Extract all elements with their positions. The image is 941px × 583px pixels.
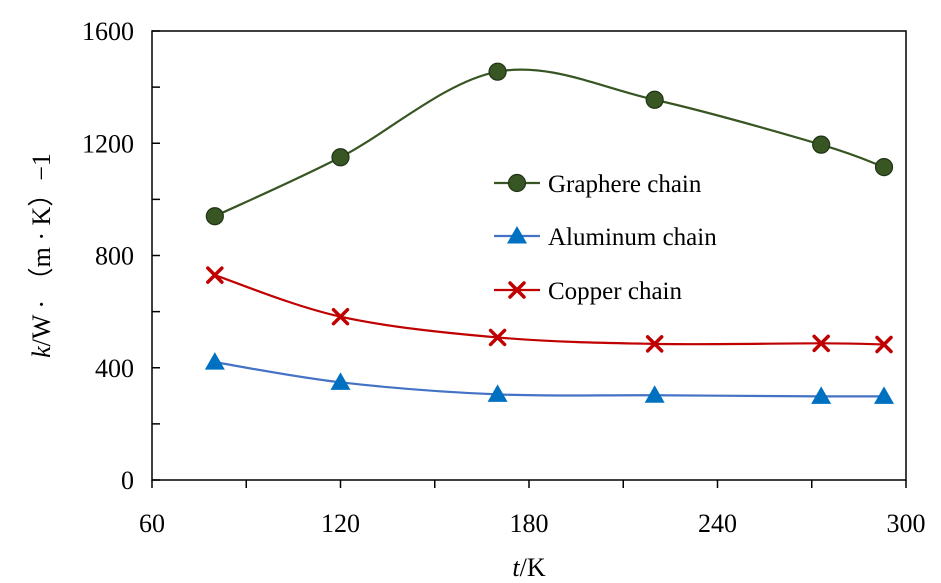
data-point bbox=[811, 386, 832, 404]
y-tick-label: 800 bbox=[95, 242, 134, 271]
data-point bbox=[488, 328, 507, 347]
series-line bbox=[214, 274, 885, 346]
data-point bbox=[205, 207, 224, 226]
legend-label: Aluminum chain bbox=[548, 224, 717, 251]
data-point bbox=[875, 335, 893, 354]
y-axis-title: k/W · （m · K）−1 bbox=[27, 153, 56, 358]
data-point bbox=[331, 148, 350, 167]
cross-stroke bbox=[488, 328, 507, 347]
legend-marker bbox=[508, 281, 526, 299]
data-point bbox=[330, 372, 351, 390]
plot-border bbox=[151, 30, 907, 481]
data-point bbox=[644, 385, 665, 403]
x-axis-title-unit: /K bbox=[520, 553, 546, 582]
x-axis-title-var: t bbox=[512, 553, 520, 582]
series-line bbox=[214, 361, 885, 398]
legend-item: Graphere chain bbox=[494, 171, 702, 198]
data-point bbox=[204, 352, 225, 370]
y-tick-label: 400 bbox=[95, 354, 134, 383]
x-tick-label: 240 bbox=[698, 509, 737, 538]
x-tick-label: 120 bbox=[321, 509, 360, 538]
data-point bbox=[206, 266, 224, 284]
legend-label: Graphere chain bbox=[548, 171, 702, 198]
x-tick-label: 300 bbox=[887, 509, 926, 538]
legend: Graphere chain Aluminum chain Copper chain bbox=[494, 171, 717, 305]
cross-stroke bbox=[812, 334, 830, 353]
cross-stroke bbox=[206, 266, 224, 284]
data-point bbox=[812, 135, 831, 154]
x-tick-label: 60 bbox=[139, 509, 165, 538]
series-graphere-chain bbox=[205, 62, 894, 226]
legend-item: Aluminum chain bbox=[494, 224, 717, 251]
data-point bbox=[874, 158, 894, 177]
x-axis-title: t/K bbox=[512, 553, 545, 582]
x-tick-label: 180 bbox=[510, 509, 549, 538]
legend-marker bbox=[507, 226, 527, 244]
cross-stroke bbox=[875, 335, 893, 354]
series-aluminum-chain bbox=[204, 352, 895, 404]
data-point bbox=[812, 334, 830, 353]
x-axis: 60 120 180 240 300 bbox=[139, 480, 926, 538]
series-copper-chain bbox=[206, 266, 893, 354]
y-tick-label: 1200 bbox=[82, 129, 134, 158]
data-point bbox=[645, 335, 664, 353]
data-point bbox=[488, 62, 507, 81]
y-axis-title-unit: /W · （m · K）−1 bbox=[27, 153, 56, 346]
legend-marker bbox=[507, 173, 527, 193]
data-point bbox=[487, 384, 508, 402]
cross-stroke bbox=[508, 281, 526, 299]
legend-label: Copper chain bbox=[548, 278, 682, 305]
series-layer bbox=[204, 62, 895, 404]
data-point bbox=[874, 386, 895, 404]
y-tick-label: 0 bbox=[121, 466, 134, 495]
legend-item: Copper chain bbox=[494, 278, 682, 305]
data-point bbox=[331, 307, 350, 326]
data-point bbox=[645, 90, 664, 109]
plot-frame bbox=[151, 30, 907, 481]
y-axis-title-var: k bbox=[27, 346, 56, 358]
y-axis: 0 400 800 1200 1600 bbox=[82, 17, 160, 495]
cross-stroke bbox=[645, 335, 664, 353]
y-tick-label: 1600 bbox=[82, 17, 134, 46]
cross-stroke bbox=[331, 307, 350, 326]
